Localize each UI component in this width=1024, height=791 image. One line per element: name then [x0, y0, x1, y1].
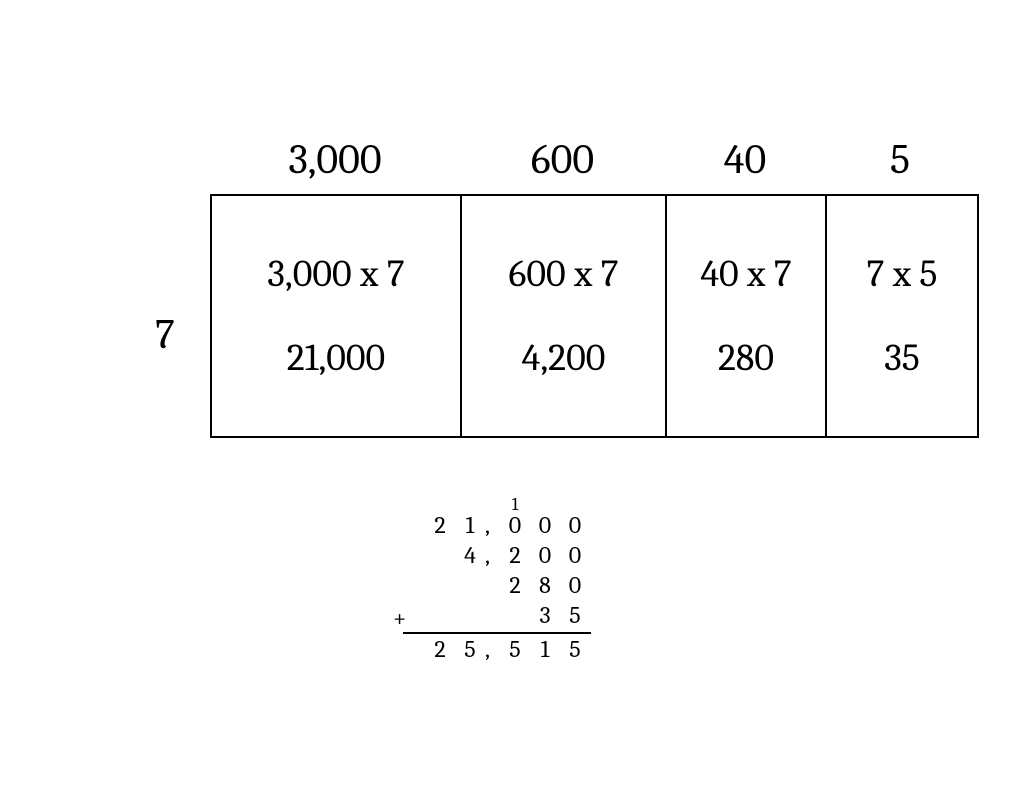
d: 2	[500, 540, 530, 570]
expr-ones: 7 x 5	[867, 252, 938, 296]
d: 2	[425, 510, 455, 540]
d	[485, 570, 500, 600]
area-model-grid: 3,000 x 7 21,000 600 x 7 4,200 40 x 7 28…	[210, 194, 979, 438]
d: 5	[500, 634, 530, 664]
d: ,	[485, 540, 500, 570]
plus-sign: +	[393, 604, 406, 632]
product-thousands: 21,000	[287, 336, 385, 380]
d: ,	[485, 634, 500, 664]
addend-row-1: 4 , 2 0 0	[395, 540, 591, 570]
d: 4	[455, 540, 485, 570]
d	[395, 570, 425, 600]
expr-tens: 40 x 7	[700, 252, 791, 296]
carry-3	[485, 490, 500, 510]
cell-tens: 40 x 7 280	[667, 196, 827, 436]
area-model-diagram: 7 3,000 600 40 5 3,000 x 7 21,000 600 x …	[145, 135, 979, 438]
sum-row: 2 5 , 5 1 5	[395, 634, 591, 664]
header-ones: 5	[825, 135, 975, 194]
d: 2	[500, 570, 530, 600]
carry-1	[425, 490, 455, 510]
header-hundreds: 600	[460, 135, 665, 194]
header-tens: 40	[665, 135, 825, 194]
d: 8	[530, 570, 560, 600]
cell-ones: 7 x 5 35	[827, 196, 977, 436]
column-headers: 3,000 600 40 5	[210, 135, 979, 194]
d	[425, 540, 455, 570]
product-ones: 35	[884, 336, 920, 380]
addend-row-0: 2 1 , 0 0 0	[395, 510, 591, 540]
d	[425, 600, 455, 630]
d: 0	[560, 570, 590, 600]
d	[455, 570, 485, 600]
d: 5	[560, 600, 590, 630]
d: 5	[560, 634, 590, 664]
d: 1	[455, 510, 485, 540]
addend-row-2: 2 8 0	[395, 570, 591, 600]
carry-row: 1	[395, 490, 591, 510]
d: 1	[530, 634, 560, 664]
d	[455, 600, 485, 630]
carry-2	[455, 490, 485, 510]
d: 0	[560, 510, 590, 540]
carry-0	[395, 490, 425, 510]
d: 0	[560, 540, 590, 570]
product-tens: 280	[718, 336, 774, 380]
d	[395, 510, 425, 540]
d	[425, 570, 455, 600]
d	[395, 540, 425, 570]
expr-hundreds: 600 x 7	[508, 252, 618, 296]
carry-6	[560, 490, 590, 510]
d	[485, 600, 500, 630]
cell-hundreds: 600 x 7 4,200	[462, 196, 667, 436]
d: 5	[455, 634, 485, 664]
d: 0	[500, 510, 530, 540]
d: 3	[530, 600, 560, 630]
cell-thousands: 3,000 x 7 21,000	[212, 196, 462, 436]
addend-row-3: 3 5	[395, 600, 591, 630]
product-hundreds: 4,200	[522, 336, 606, 380]
d: 2	[425, 634, 455, 664]
header-thousands: 3,000	[210, 135, 460, 194]
carry-5	[530, 490, 560, 510]
d	[500, 600, 530, 630]
multiplier-label: 7	[155, 310, 175, 359]
d: 0	[530, 540, 560, 570]
d: 0	[530, 510, 560, 540]
d: ,	[485, 510, 500, 540]
carry-4: 1	[500, 490, 530, 510]
expr-thousands: 3,000 x 7	[267, 252, 404, 296]
column-addition: 1 2 1 , 0 0 0 4 , 2 0 0 2 8	[395, 490, 591, 664]
d	[395, 634, 425, 664]
